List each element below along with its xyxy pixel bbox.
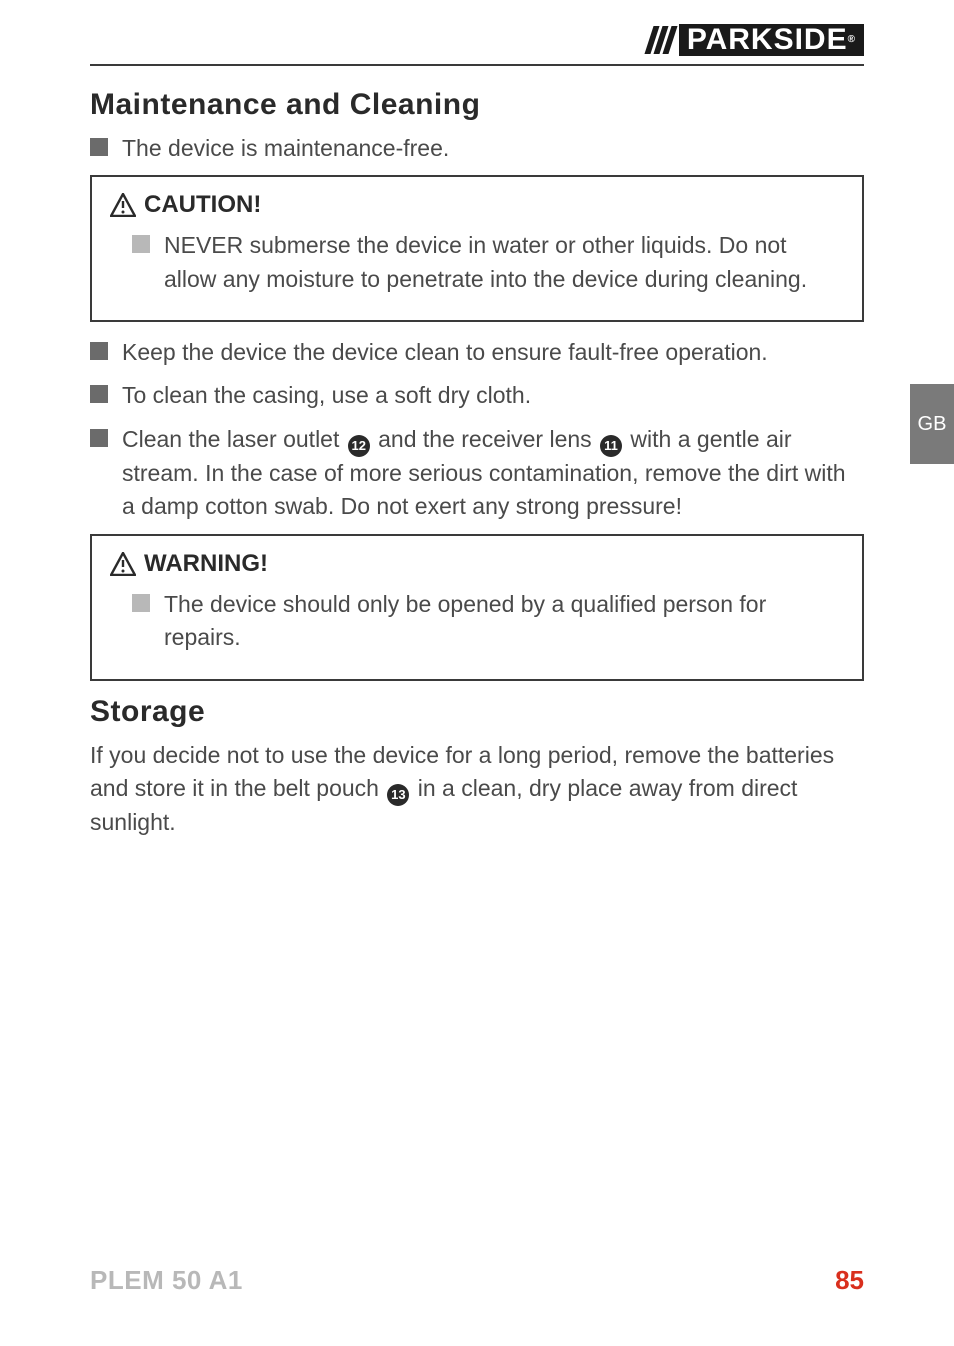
text-fragment: and the receiver lens (372, 426, 598, 452)
page-footer: PLEM 50 A1 85 (90, 1265, 864, 1296)
reference-badge-13: 13 (387, 784, 409, 806)
footer-page-number: 85 (835, 1265, 864, 1296)
warning-triangle-icon (110, 552, 136, 576)
brand-name: PARKSIDE® (679, 24, 864, 56)
footer-model: PLEM 50 A1 (90, 1265, 243, 1296)
bullet-square-icon (132, 594, 150, 612)
bullet-laser-outlet: Clean the laser outlet 12 and the receiv… (90, 423, 864, 524)
warning-label: WARNING! (144, 550, 268, 578)
caution-box: CAUTION! NEVER submerse the device in wa… (90, 175, 864, 322)
bullet-square-icon (90, 385, 108, 403)
bullet-soft-cloth: To clean the casing, use a soft dry clot… (90, 379, 864, 412)
bullet-square-icon (90, 342, 108, 360)
warning-bullet: The device should only be opened by a qu… (110, 588, 844, 655)
bullet-text: NEVER submerse the device in water or ot… (164, 229, 844, 296)
bullet-text: Clean the laser outlet 12 and the receiv… (122, 423, 864, 524)
bullet-text: The device should only be opened by a qu… (164, 588, 844, 655)
storage-heading: Storage (90, 695, 864, 729)
storage-paragraph: If you decide not to use the device for … (90, 739, 864, 840)
brand-logo: PARKSIDE® (649, 24, 864, 56)
text-fragment: Clean the laser outlet (122, 426, 346, 452)
bullet-square-icon (90, 138, 108, 156)
header-rule (90, 64, 864, 66)
bullet-keep-clean: Keep the device the device clean to ensu… (90, 336, 864, 369)
bullet-text: The device is maintenance-free. (122, 132, 449, 165)
caution-title: CAUTION! (110, 191, 844, 219)
logo-stripes-icon (644, 26, 677, 54)
reference-badge-11: 11 (600, 435, 622, 457)
bullet-text: Keep the device the device clean to ensu… (122, 336, 768, 369)
warning-box: WARNING! The device should only be opene… (90, 534, 864, 681)
bullet-square-icon (90, 429, 108, 447)
caution-bullet: NEVER submerse the device in water or ot… (110, 229, 844, 296)
maintenance-heading: Maintenance and Cleaning (90, 88, 864, 122)
bullet-text: To clean the casing, use a soft dry clot… (122, 379, 531, 412)
language-tab: GB (910, 384, 954, 464)
warning-triangle-icon (110, 193, 136, 217)
page-content: Maintenance and Cleaning The device is m… (90, 88, 864, 850)
warning-title: WARNING! (110, 550, 844, 578)
bullet-square-icon (132, 235, 150, 253)
caution-label: CAUTION! (144, 191, 261, 219)
maintenance-intro-bullet: The device is maintenance-free. (90, 132, 864, 165)
reference-badge-12: 12 (348, 435, 370, 457)
